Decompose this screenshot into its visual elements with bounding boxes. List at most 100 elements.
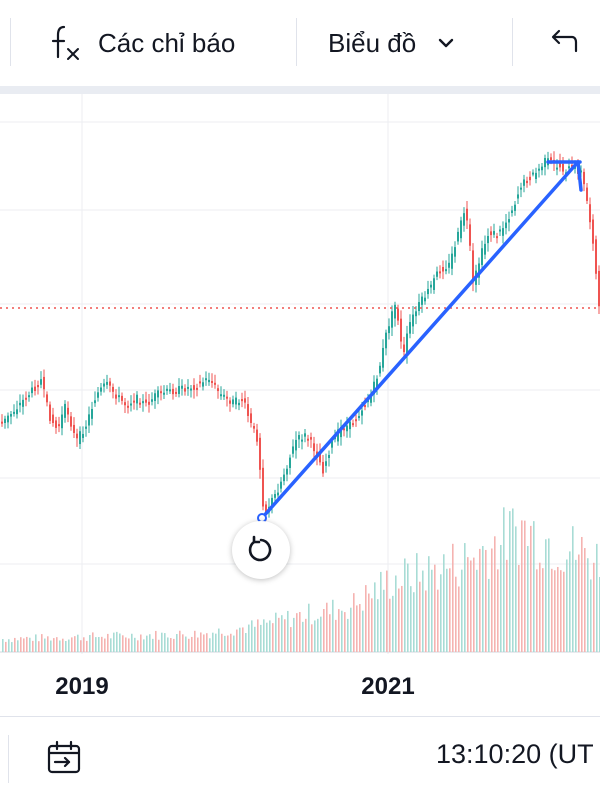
volume-bar <box>230 633 232 652</box>
candle-body <box>301 439 303 442</box>
volume-bar <box>491 548 493 652</box>
volume-bar <box>92 632 94 652</box>
volume-bar <box>245 633 247 652</box>
candle-body <box>514 204 516 211</box>
volume-bar <box>137 640 139 652</box>
candle-body <box>532 172 534 175</box>
volume-bar <box>374 582 376 652</box>
candle-body <box>67 407 69 415</box>
volume-bar <box>197 637 199 652</box>
volume-bar <box>62 638 64 652</box>
candle-body <box>352 423 354 426</box>
date-range-icon[interactable] <box>44 738 84 778</box>
candle-body <box>91 408 93 419</box>
price-chart[interactable]: 2019 2021 <box>0 94 600 716</box>
candle-body <box>4 418 6 424</box>
candle-body <box>583 171 585 185</box>
volume-bar <box>557 566 559 652</box>
candle-body <box>169 389 171 392</box>
candle-body <box>535 172 537 180</box>
volume-bar <box>218 628 220 652</box>
volume-bar <box>227 635 229 652</box>
volume-bar <box>365 585 367 652</box>
volume-bar <box>395 575 397 652</box>
volume-bar <box>161 632 163 652</box>
volume-pane <box>2 507 600 652</box>
volume-bar <box>110 638 112 652</box>
volume-bar <box>485 549 487 652</box>
candle-body <box>343 428 345 431</box>
candle-body <box>511 210 513 214</box>
candle-body <box>460 220 462 239</box>
candle-body <box>517 194 519 199</box>
volume-bar <box>440 574 442 652</box>
candle-body <box>355 419 357 422</box>
candle-body <box>253 426 255 429</box>
volume-bar <box>200 632 202 652</box>
volume-bar <box>242 627 244 652</box>
volume-bar <box>536 569 538 652</box>
volume-bar <box>578 554 580 652</box>
volume-bar <box>179 630 181 652</box>
volume-bar <box>353 593 355 652</box>
volume-bar <box>158 639 160 652</box>
candle-body <box>220 394 222 397</box>
volume-bar <box>329 614 331 652</box>
volume-bar <box>302 621 304 652</box>
candle-body <box>100 387 102 392</box>
candle-body <box>283 474 285 482</box>
volume-bar <box>407 563 409 652</box>
candle-body <box>223 394 225 397</box>
volume-bar <box>311 624 313 652</box>
volume-bar <box>173 638 175 652</box>
volume-bar <box>167 637 169 652</box>
candle-body <box>463 213 465 226</box>
chart-type-label: Biểu đồ <box>328 27 417 58</box>
candle-body <box>430 284 432 288</box>
candle-body <box>190 388 192 391</box>
candle-body <box>505 222 507 229</box>
volume-bar <box>89 635 91 652</box>
candle-body <box>361 410 363 416</box>
candle-body <box>163 392 165 395</box>
volume-bar <box>584 548 586 652</box>
candle-body <box>340 426 342 438</box>
volume-bar <box>59 640 61 652</box>
x-tick-label: 2019 <box>55 673 108 700</box>
candle-body <box>136 394 138 404</box>
volume-bar <box>272 623 274 652</box>
volume-bar <box>149 634 151 652</box>
candle-body <box>184 388 186 392</box>
candle-body <box>154 393 156 401</box>
volume-bar <box>386 570 388 652</box>
volume-bar <box>182 634 184 652</box>
candle-body <box>115 394 117 399</box>
volume-bar <box>74 636 76 652</box>
volume-bar <box>41 634 43 652</box>
candle-body <box>496 236 498 239</box>
candle-body <box>286 468 288 475</box>
candle-body <box>313 443 315 452</box>
candle-body <box>466 208 468 221</box>
trendline <box>260 160 580 520</box>
volume-bar <box>431 569 433 652</box>
volume-bar <box>140 634 142 652</box>
candle-body <box>31 387 33 394</box>
reset-view-button[interactable] <box>232 521 290 579</box>
candle-body <box>127 405 129 408</box>
candle-body <box>427 288 429 295</box>
volume-bar <box>437 589 439 652</box>
volume-bar <box>26 636 28 652</box>
volume-bar <box>206 633 208 652</box>
volume-bar <box>470 560 472 652</box>
volume-bar <box>446 568 448 652</box>
candle-body <box>208 379 210 383</box>
chart-type-button[interactable]: Biểu đồ <box>328 0 456 86</box>
undo-button[interactable] <box>544 0 580 86</box>
candle-body <box>205 378 207 381</box>
indicators-button[interactable]: Các chỉ báo <box>48 0 235 86</box>
volume-bar <box>533 521 535 652</box>
volume-bar <box>269 620 271 652</box>
volume-bar <box>389 598 391 652</box>
candle-body <box>259 437 261 470</box>
